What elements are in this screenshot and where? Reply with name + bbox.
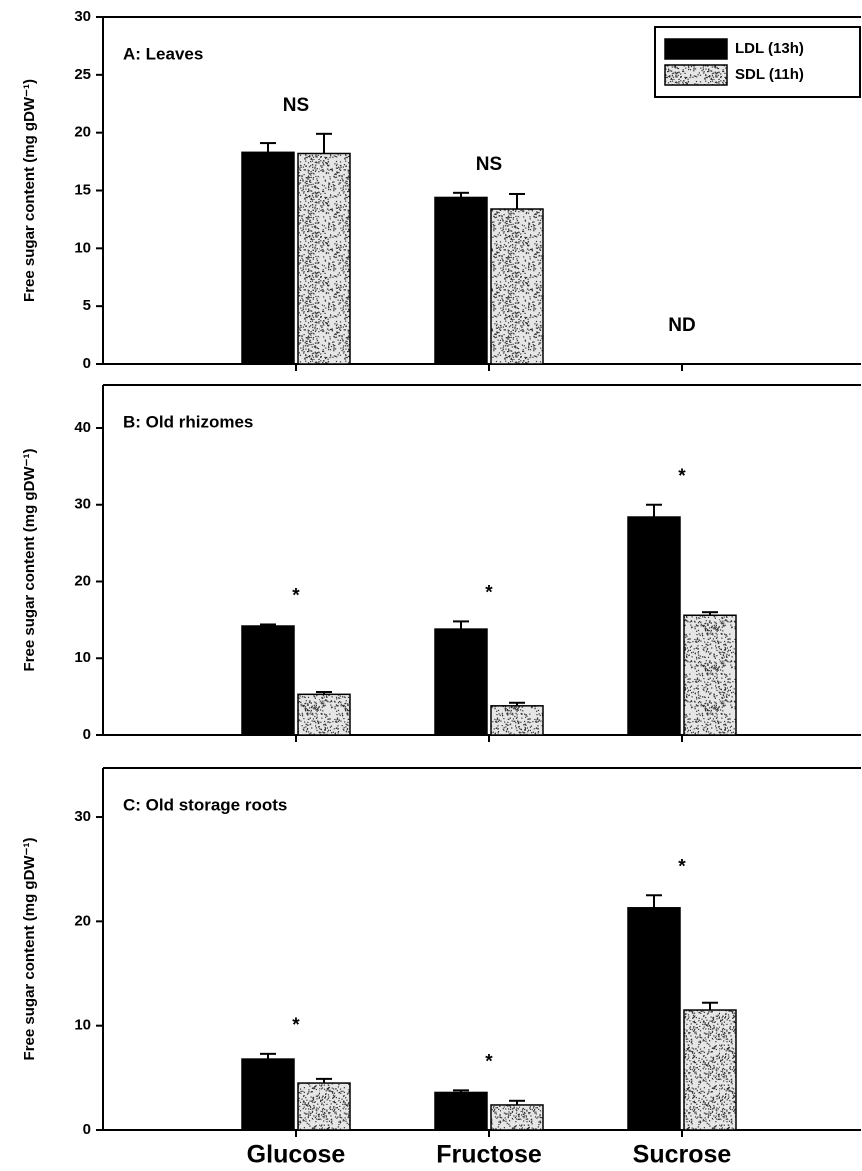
legend-box [655,27,860,97]
bar [298,694,350,735]
bar [242,1059,294,1130]
bar [435,197,487,364]
y-tick-label: 15 [74,181,91,198]
annotation: NS [283,95,309,116]
bar [684,615,736,735]
error-bar [260,143,276,152]
error-bar [509,194,525,209]
chart: 0 5 10 15 20 25 30 A: Leaves Free sugar content … [0,0,862,1171]
y-tick-label: 0 [83,1121,91,1138]
y-tick-label: 5 [83,297,91,314]
annotation: * [678,856,686,877]
y-tick-label: 10 [74,1017,91,1034]
error-bar [646,895,662,908]
bar [491,1105,543,1130]
annotation: ND [668,315,695,336]
annotation: NS [476,154,502,175]
bar [435,629,487,735]
bar [298,1083,350,1130]
bar [491,706,543,735]
bar [298,153,350,364]
panel-title: A: Leaves [123,44,203,63]
y-tick-label: 10 [74,649,91,666]
y-tick-label: 20 [74,124,91,141]
y-tick-label: 30 [74,8,91,25]
error-bar [646,505,662,517]
bar [242,626,294,735]
legend-label: SDL (11h) [735,66,804,83]
error-bar [702,1003,718,1010]
panel-title: B: Old rhizomes [123,412,253,431]
bar [628,517,680,735]
y-tick-label: 30 [74,496,91,513]
legend-label: LDL (13h) [735,40,804,57]
y-tick-label: 10 [74,239,91,256]
annotation: * [678,466,686,487]
bar [435,1092,487,1130]
y-axis-label: Free sugar content (mg gDW⁻¹) [21,838,38,1061]
error-bar [453,621,469,629]
y-tick-label: 0 [83,726,91,743]
legend-swatch [665,65,727,85]
bar [684,1010,736,1130]
annotation: * [292,1015,300,1036]
annotation: * [485,582,493,603]
y-tick-label: 20 [74,572,91,589]
x-tick-label: Sucrose [633,1141,732,1169]
bar [628,908,680,1130]
error-bar [316,134,332,154]
legend-swatch [665,39,727,59]
annotation: * [292,585,300,606]
x-tick-label: Fructose [436,1141,542,1169]
y-tick-label: 20 [74,912,91,929]
panel-title: C: Old storage roots [123,795,287,814]
y-tick-label: 25 [74,66,91,83]
y-tick-label: 0 [83,355,91,372]
y-axis-label: Free sugar content (mg gDW⁻¹) [21,449,38,672]
bar [242,152,294,364]
error-bar [260,1054,276,1059]
y-tick-label: 40 [74,419,91,436]
bar [491,209,543,364]
annotation: * [485,1051,493,1072]
y-tick-label: 30 [74,808,91,825]
y-axis-label: Free sugar content (mg gDW⁻¹) [21,79,38,302]
x-tick-label: Glucose [247,1141,346,1169]
